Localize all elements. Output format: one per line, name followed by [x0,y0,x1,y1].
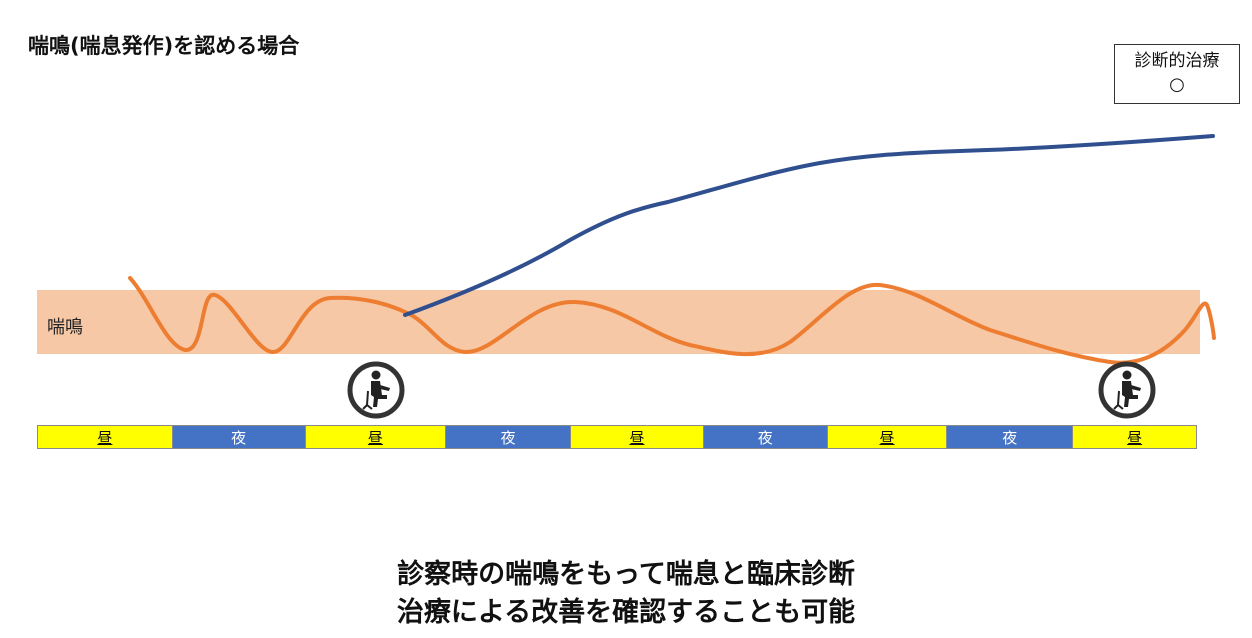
timeline-segment-day: 昼 [305,426,447,448]
doctor-visit-icon [347,361,405,419]
treatment-response-line [403,134,1215,317]
diagnostic-treatment-mark: ○ [1169,74,1185,95]
wheeze-band [37,290,1200,354]
day-night-timeline: 昼 夜 昼 夜 昼 夜 昼 夜 昼 [37,425,1197,449]
timeline-segment-night: 夜 [703,426,828,448]
diagram-title: 喘鳴(喘息発作)を認める場合 [28,34,300,58]
wheeze-band-label: 喘鳴 [47,317,83,338]
timeline-segment-night: 夜 [172,426,306,448]
conclusion-line-1: 診察時の喘鳴をもって喘息と臨床診断 [397,559,855,590]
timeline-segment-day: 昼 [1073,426,1196,448]
symptom-line [128,276,1216,365]
timeline-segment-night: 夜 [446,426,572,448]
conclusion-line-2: 治療による改善を確認することも可能 [396,597,856,628]
timeline-segment-night: 夜 [947,426,1074,448]
timeline-segment-day: 昼 [571,426,704,448]
diagnostic-treatment-box: 診断的治療 ○ [1114,44,1240,104]
timeline-segment-day: 昼 [827,426,948,448]
diagnostic-treatment-label: 診断的治療 [1134,51,1220,71]
doctor-visit-icon [1098,361,1156,419]
timeline-segment-day: 昼 [38,426,173,448]
